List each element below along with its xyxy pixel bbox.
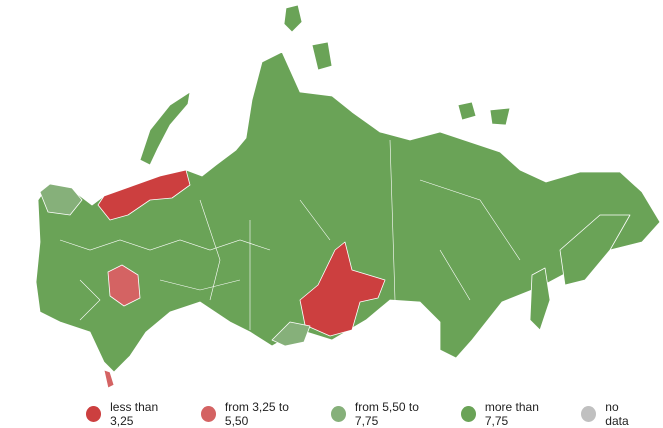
region-mainland[interactable]	[35, 51, 661, 373]
region-arctic-islands[interactable]	[283, 4, 511, 126]
region-novaya-zemlya[interactable]	[139, 91, 191, 166]
legend-dot	[581, 406, 597, 422]
region-nenets-komi[interactable]	[97, 169, 191, 221]
legend-dot	[200, 406, 216, 422]
region-caucasus[interactable]	[103, 369, 115, 389]
region-sakhalin[interactable]	[529, 267, 551, 331]
region-tuva[interactable]	[271, 321, 311, 347]
legend-dot	[86, 406, 102, 422]
legend-dot	[460, 406, 476, 422]
region-murmansk[interactable]	[39, 183, 83, 216]
region-central[interactable]	[107, 264, 141, 307]
legend-item-less-than-3-25[interactable]: less than 3,25	[86, 400, 181, 428]
region-borders	[59, 139, 521, 330]
russia-choropleth-map	[35, 4, 661, 389]
region-irkutsk[interactable]	[299, 241, 386, 337]
region-kamchatka[interactable]	[559, 214, 631, 286]
legend: less than 3,25 from 3,25 to 5,50 from 5,…	[86, 400, 663, 428]
legend-dot	[330, 406, 346, 422]
